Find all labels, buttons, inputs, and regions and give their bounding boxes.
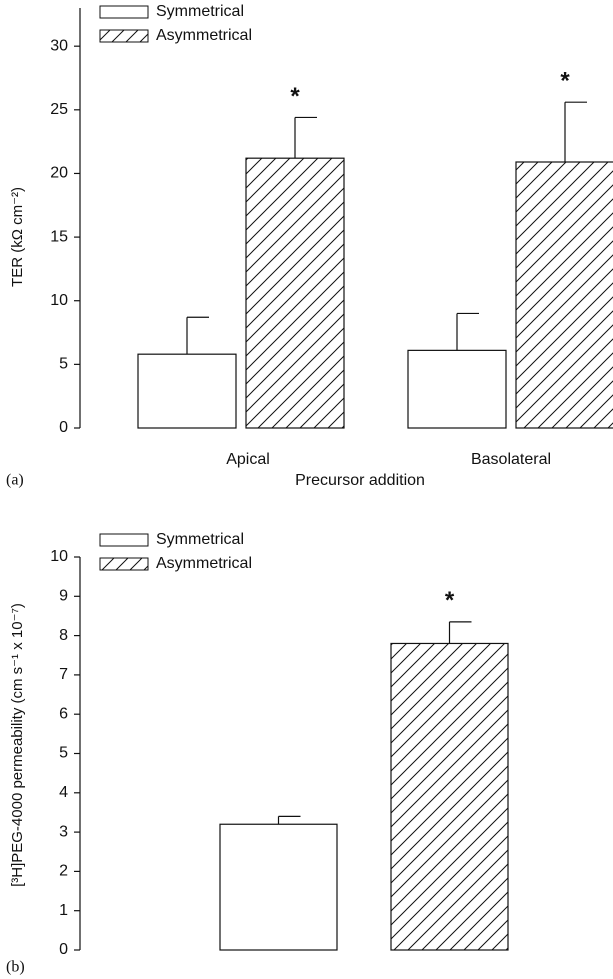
legend-label: Asymmetrical	[156, 27, 252, 44]
bar	[245, 157, 345, 429]
legend-swatch	[99, 557, 149, 571]
y-tick-label: 9	[59, 588, 68, 605]
bar	[137, 353, 237, 429]
significance-mark: *	[290, 83, 300, 110]
significance-mark: *	[560, 68, 570, 95]
significance-mark: *	[445, 587, 455, 614]
legend-swatch	[99, 29, 149, 43]
y-tick-label: 6	[59, 705, 68, 722]
y-tick-label: 7	[59, 666, 68, 683]
legend-label: Symmetrical	[156, 3, 244, 20]
y-axis-label: TER (kΩ cm⁻²)	[9, 187, 26, 287]
bar	[219, 823, 338, 951]
x-axis-label: Precursor addition	[295, 472, 425, 489]
y-tick-label: 30	[50, 37, 68, 54]
bar	[515, 161, 613, 429]
y-tick-label: 1	[59, 902, 68, 919]
x-tick-label: Basolateral	[471, 451, 551, 468]
y-tick-label: 4	[59, 784, 68, 801]
y-tick-label: 5	[59, 356, 68, 373]
y-tick-label: 10	[50, 548, 68, 565]
legend-label: Symmetrical	[156, 531, 244, 548]
x-tick-label: Apical	[226, 451, 270, 468]
bar	[390, 642, 509, 951]
y-tick-label: 20	[50, 165, 68, 182]
y-tick-label: 5	[59, 745, 68, 762]
legend-label: Asymmetrical	[156, 555, 252, 572]
panel-label: (a)	[6, 472, 24, 489]
legend-swatch	[99, 5, 149, 19]
y-tick-label: 2	[59, 863, 68, 880]
bar	[407, 349, 507, 429]
y-tick-label: 0	[59, 419, 68, 436]
y-tick-label: 25	[50, 101, 68, 118]
y-tick-label: 15	[50, 228, 68, 245]
y-tick-label: 3	[59, 823, 68, 840]
y-tick-label: 0	[59, 941, 68, 958]
y-tick-label: 10	[50, 292, 68, 309]
legend-swatch	[99, 533, 149, 547]
panel-label: (b)	[6, 959, 25, 976]
y-tick-label: 8	[59, 627, 68, 644]
y-axis-label: [³H]PEG-4000 permeability (cm s⁻¹ x 10⁻⁷…	[9, 603, 26, 887]
